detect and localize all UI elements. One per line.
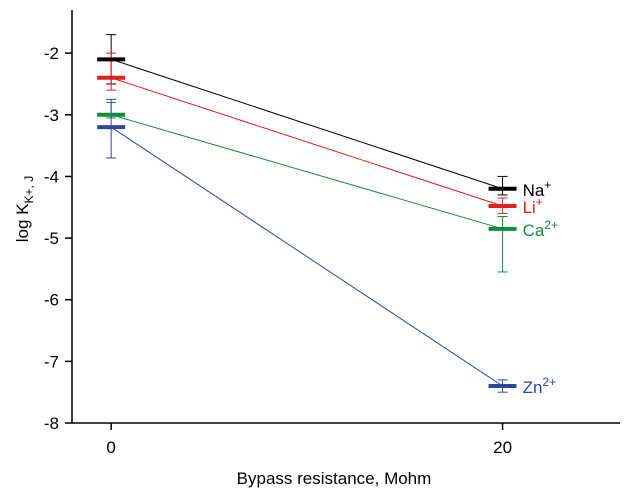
- y-tick-label: -2: [44, 44, 59, 63]
- y-axis-title: log KK+, J: [13, 176, 36, 242]
- y-tick-label: -5: [44, 229, 59, 248]
- x-ticks: 0 20: [106, 423, 512, 457]
- series-labels: Na+Li+Ca2+Zn2+: [523, 178, 558, 397]
- axes: [71, 10, 620, 424]
- x-tick-label: 20: [493, 438, 512, 457]
- x-axis-title: Bypass resistance, Mohm: [237, 469, 432, 488]
- series-line-na: [110, 58, 503, 190]
- series-label-name: Ca: [523, 221, 545, 240]
- y-tick-label: -8: [44, 414, 59, 433]
- series-label-charge: +: [536, 195, 543, 209]
- series-label-charge: 2+: [544, 218, 558, 232]
- y-tick-label: -4: [44, 167, 59, 186]
- series-line-ca: [111, 114, 503, 230]
- series-label-na: Na+: [523, 178, 552, 200]
- y-axis-title-main: log K: [13, 203, 32, 242]
- y-tick-label: -7: [44, 352, 59, 371]
- series-label-charge: 2+: [542, 375, 556, 389]
- series-label-li: Li+: [523, 195, 543, 217]
- series-line-zn: [110, 126, 503, 387]
- error-bars: [106, 34, 508, 393]
- series-lines: [110, 58, 503, 387]
- y-tick-label: -6: [44, 291, 59, 310]
- series-label-name: Na: [523, 181, 545, 200]
- y-axis-title-sub: K+, J: [22, 176, 36, 204]
- series-label-ca: Ca2+: [523, 218, 558, 240]
- series-label-name: Zn: [523, 378, 543, 397]
- y-tick-label: -3: [44, 106, 59, 125]
- y-ticks: -2 -3 -4 -5 -6 -7 -8: [44, 44, 72, 433]
- markers: [97, 57, 517, 389]
- series-label-charge: +: [544, 178, 551, 192]
- x-tick-label: 0: [106, 438, 115, 457]
- series-line-li: [110, 77, 503, 207]
- series-label-name: Li: [523, 198, 536, 217]
- series-label-zn: Zn2+: [523, 375, 557, 397]
